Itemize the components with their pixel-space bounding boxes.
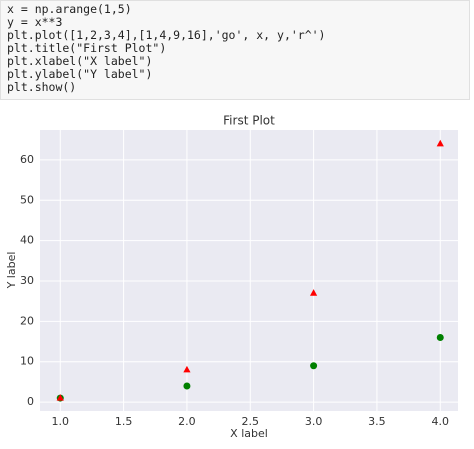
code-line: plt.show() (7, 80, 77, 94)
triangle-point (310, 289, 318, 296)
y-tick-label: 60 (20, 153, 34, 166)
code-line: x = np.arange(1,5) (7, 2, 132, 16)
y-tick-label: 50 (20, 193, 34, 206)
x-tick-label: 2.5 (242, 415, 260, 428)
y-tick-label: 0 (27, 395, 34, 408)
y-tick-label: 20 (20, 314, 34, 327)
x-tick-label: 3.5 (368, 415, 386, 428)
y-axis-label: Y label (5, 252, 18, 290)
code-line: plt.xlabel("X label") (7, 54, 153, 68)
circle-point (436, 334, 444, 342)
chart: First Plot X label Y label 1.0 1.5 2.0 2.5 3… (5, 114, 458, 440)
code-line: y = x**3 (7, 15, 63, 29)
triangle-point (183, 365, 191, 373)
code-line: plt.ylabel("Y label") (7, 67, 153, 81)
x-tick-label: 2.0 (178, 415, 196, 428)
x-tick-label: 1.5 (115, 415, 133, 428)
y-tick-label: 40 (20, 234, 34, 247)
code-line: plt.title("First Plot") (7, 41, 167, 55)
circle-point (310, 362, 318, 370)
x-tick-label: 4.0 (432, 415, 450, 428)
x-tick-label: 3.0 (305, 415, 323, 428)
x-tick-label: 1.0 (52, 415, 70, 428)
x-axis-label: X label (230, 427, 268, 440)
chart-title: First Plot (223, 114, 275, 128)
code-line: plt.plot([1,2,3,4],[1,4,9,16],'go', x, y… (7, 28, 326, 42)
triangle-point (56, 394, 64, 401)
triangle-point (436, 139, 444, 147)
y-tick-label: 30 (20, 274, 34, 287)
circle-point (183, 382, 191, 390)
y-tick-label: 10 (20, 355, 34, 368)
plot-area (40, 130, 458, 411)
code-cell[interactable]: x = np.arange(1,5) y = x**3 plt.plot([1,2,… (0, 0, 470, 100)
